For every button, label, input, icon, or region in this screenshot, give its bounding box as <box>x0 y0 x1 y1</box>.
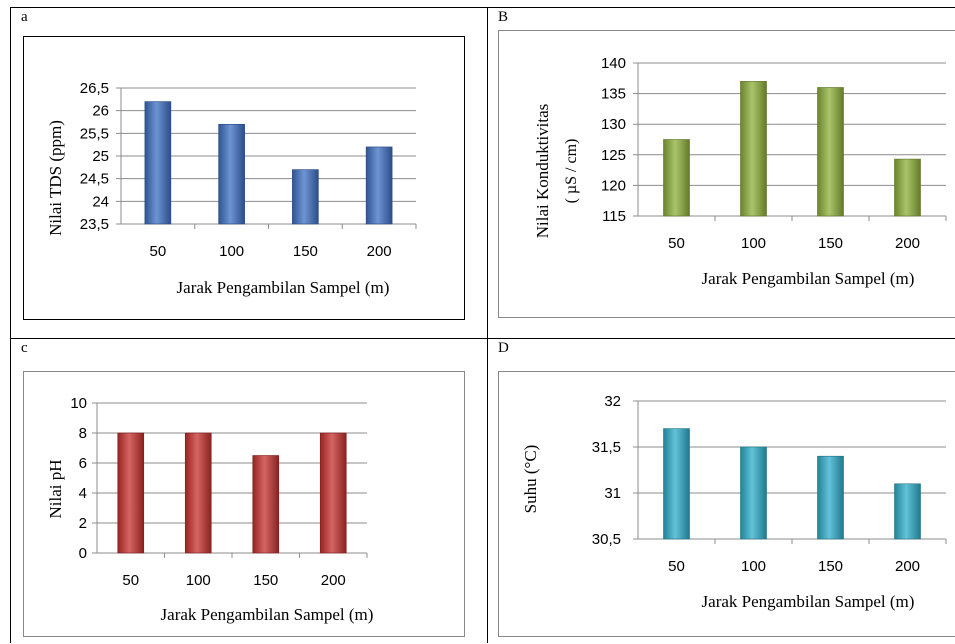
y-tick-label: 32 <box>604 393 621 410</box>
ph-bar-chart: 0 2 4 6 8 10 50 100 150 200 Jarak Pengambilan Samp… <box>46 395 374 624</box>
panel-a-cell: a 23,5 24 24,5 25 25,5 26 26,5 50 100 150 200 Jarak… <box>10 7 488 339</box>
y-tick-label: 24,5 <box>80 171 109 188</box>
y-axis-title: Nilai Konduktivitas <box>533 104 552 239</box>
bar-100 <box>740 446 767 540</box>
bar-150 <box>817 87 844 217</box>
y-tick-label: 130 <box>601 116 626 133</box>
y-tick-label: 31,5 <box>592 439 621 456</box>
bar-100 <box>184 432 212 554</box>
panel-label: B <box>498 9 509 25</box>
bar-150 <box>252 455 280 554</box>
panel-label: D <box>498 340 509 356</box>
y-tick-label: 2 <box>79 515 87 532</box>
x-tick-label: 200 <box>321 572 346 589</box>
x-tick-label: 150 <box>818 235 843 252</box>
x-tick-label: 50 <box>122 572 139 589</box>
y-axis-title: Nilai pH <box>46 459 65 518</box>
x-tick-label: 200 <box>367 243 392 260</box>
conductivity-bar-chart: 115 120 125 130 135 140 50 100 150 200 Jarak Penga… <box>533 55 947 288</box>
figure-grid: a 23,5 24 24,5 25 25,5 26 26,5 50 100 150 200 Jarak… <box>10 7 955 643</box>
bar-50 <box>663 428 690 540</box>
x-tick-label: 150 <box>293 243 318 260</box>
x-tick-label: 50 <box>150 243 167 260</box>
panel-label: c <box>21 340 28 356</box>
y-tick-label: 135 <box>601 86 626 103</box>
panel-b-cell: B 115 120 125 130 135 140 50 100 150 200 Jarak Pen… <box>487 7 955 339</box>
y-tick-label: 4 <box>79 485 87 502</box>
y-tick-label: 125 <box>601 147 626 164</box>
y-tick-label: 10 <box>70 395 87 412</box>
bar-100 <box>218 123 245 225</box>
bar-150 <box>292 169 319 225</box>
x-tick-label: 50 <box>668 235 685 252</box>
y-tick-label: 120 <box>601 177 626 194</box>
y-tick-label: 25 <box>92 148 109 165</box>
y-tick-label: 0 <box>79 545 87 562</box>
x-axis-title: Jarak Pengambilan Sampel (m) <box>702 592 915 611</box>
y-tick-label: 25,5 <box>80 125 109 142</box>
x-tick-label: 100 <box>219 243 244 260</box>
chart-frame <box>498 30 955 318</box>
y-tick-label: 8 <box>79 425 87 442</box>
x-axis-title: Jarak Pengambilan Sampel (m) <box>161 605 374 624</box>
bar-200 <box>894 158 921 217</box>
panel-label: a <box>21 9 28 25</box>
y-axis-unit: ( µS / cm) <box>563 139 580 204</box>
y-tick-label: 140 <box>601 55 626 72</box>
chart-frame <box>23 371 465 637</box>
bar-150 <box>817 455 844 540</box>
y-axis-title: Nilai TDS (ppm) <box>46 120 65 236</box>
x-tick-label: 200 <box>895 235 920 252</box>
y-tick-label: 31 <box>604 485 621 502</box>
bar-100 <box>740 81 767 217</box>
x-tick-label: 200 <box>895 558 920 575</box>
bar-200 <box>319 432 347 554</box>
panel-c-cell: c 0 2 4 6 8 10 50 100 150 200 Jarak Pengambilan Sa… <box>10 338 488 643</box>
y-tick-label: 115 <box>602 208 626 225</box>
bar-200 <box>365 146 393 225</box>
y-tick-label: 26 <box>92 103 109 120</box>
bar-50 <box>663 139 690 217</box>
bar-50 <box>117 432 145 554</box>
y-axis-title: Suhu (°C) <box>521 445 540 514</box>
y-tick-label: 26,5 <box>80 80 109 97</box>
bar-200 <box>894 483 921 540</box>
chart-frame <box>23 36 465 320</box>
tds-bar-chart: 23,5 24 24,5 25 25,5 26 26,5 50 100 150 200 Jarak P… <box>46 80 417 297</box>
x-tick-label: 150 <box>818 558 843 575</box>
y-tick-label: 23,5 <box>80 216 109 233</box>
panel-d-cell: D 30,5 31 31,5 32 50 100 150 200 Jarak Pengambil… <box>487 338 955 643</box>
x-axis-title: Jarak Pengambilan Sampel (m) <box>702 269 915 288</box>
x-axis-title: Jarak Pengambilan Sampel (m) <box>177 278 390 297</box>
x-tick-label: 150 <box>253 572 278 589</box>
temperature-bar-chart: 30,5 31 31,5 32 50 100 150 200 Jarak Pengambilan… <box>521 393 947 611</box>
chart-frame <box>498 371 955 637</box>
x-tick-label: 100 <box>741 558 766 575</box>
y-tick-label: 24 <box>92 193 109 210</box>
x-tick-label: 100 <box>186 572 211 589</box>
bar-50 <box>144 101 172 225</box>
y-tick-label: 6 <box>79 455 87 472</box>
x-tick-label: 100 <box>741 235 766 252</box>
y-tick-label: 30,5 <box>592 531 621 548</box>
x-tick-label: 50 <box>668 558 685 575</box>
